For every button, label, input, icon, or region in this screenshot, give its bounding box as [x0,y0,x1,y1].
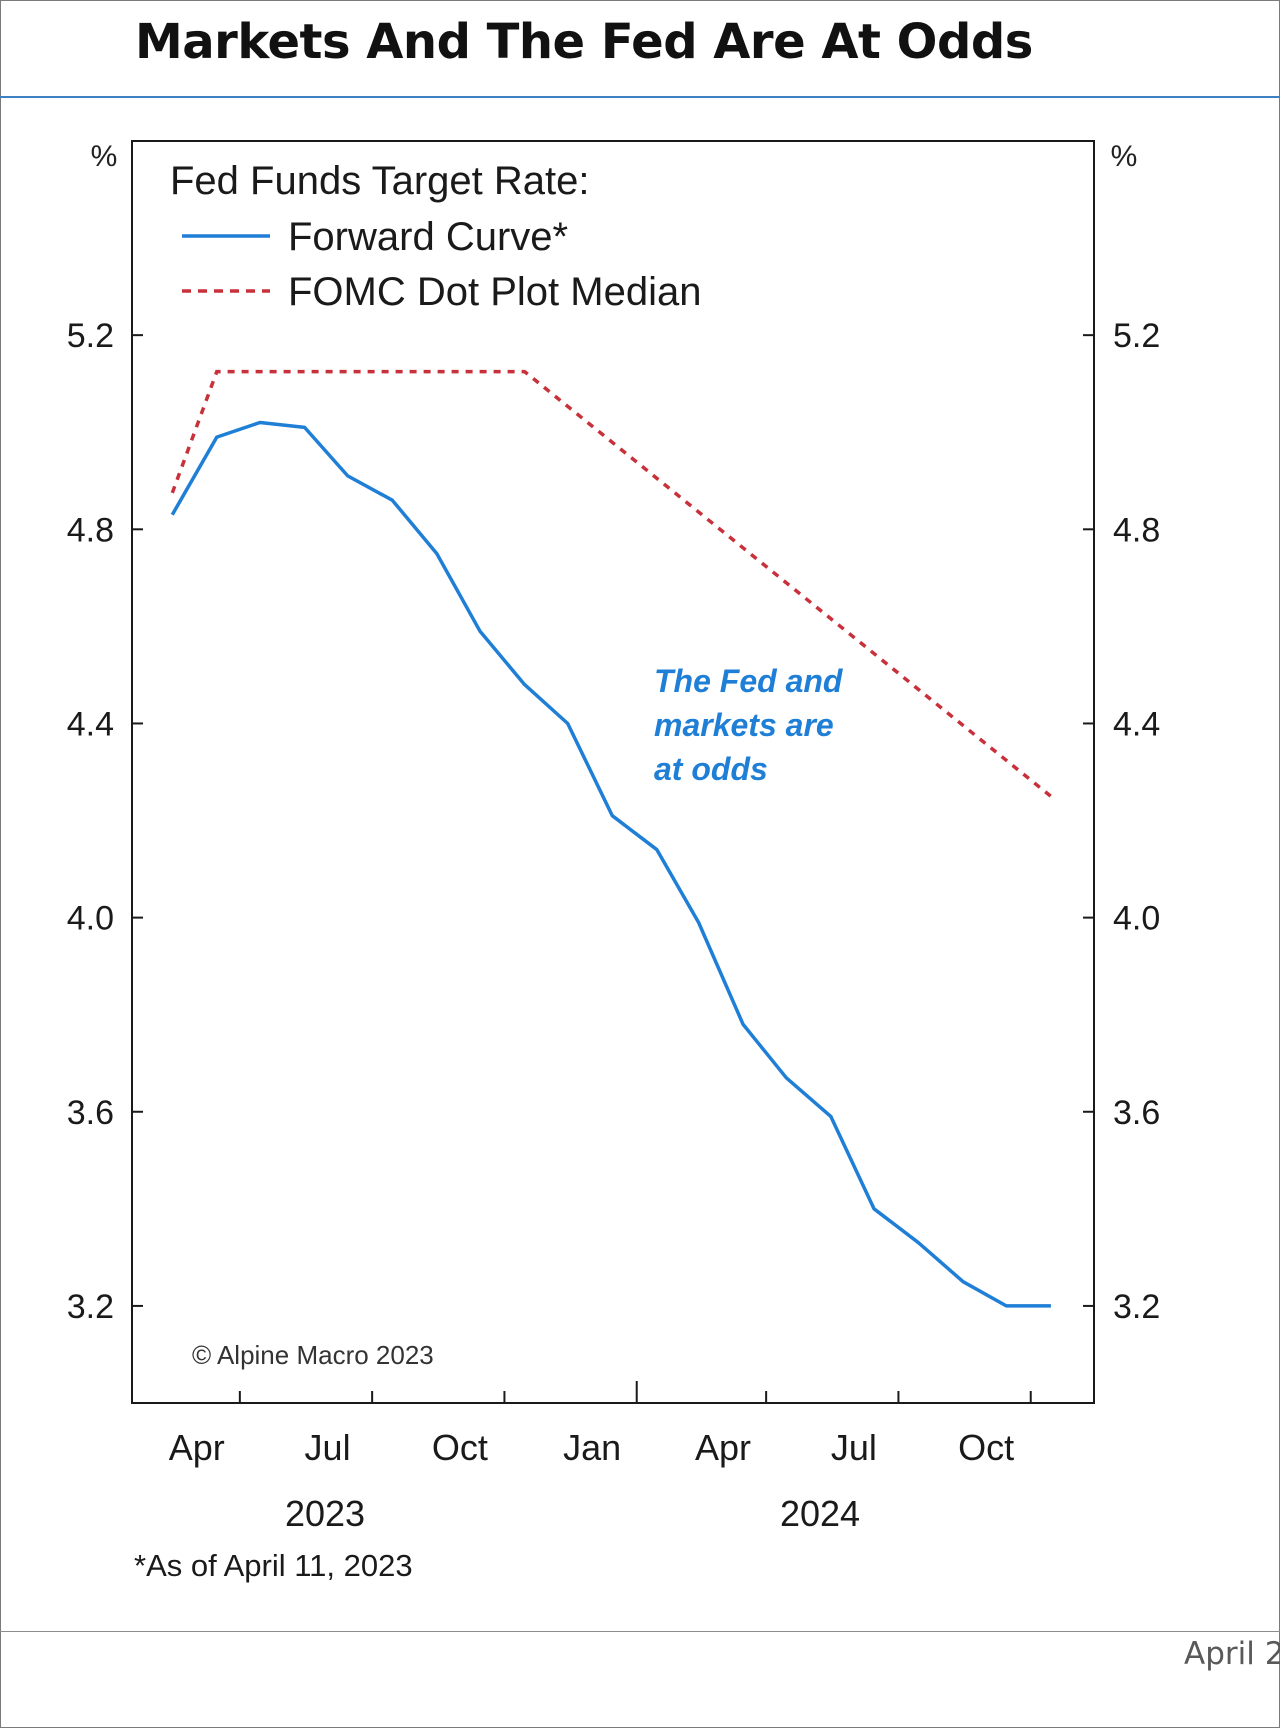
right-axis-unit: % [1111,140,1138,173]
forward-curve-line [170,420,1051,1308]
year-label-2024: 2024 [780,1493,860,1534]
y-tick-label-left-4: 4.8 [67,511,114,549]
y-tick-label-right-3: 4.4 [1113,705,1160,743]
copyright-label: © Alpine Macro 2023 [192,1340,434,1370]
title-divider [0,96,1280,98]
y-tick-label-left-5: 5.2 [67,317,114,355]
legend-label-fomc-dot-plot: FOMC Dot Plot Median [288,270,701,314]
y-axis-ticks: 3.2 3.2 3.6 3.6 4.0 4.0 4.4 4.4 4.8 4.8 5.2 5.2 [67,317,1161,1326]
x-tick-label-0: Apr [169,1427,225,1468]
annotation-line-3: at odds [654,751,768,787]
fomc-dot-plot-line [170,369,1052,798]
y-tick-label-right-4: 4.8 [1113,511,1160,549]
chart-title: Markets And The Fed Are At Odds [135,14,1033,70]
plot-area [131,140,1095,1404]
left-axis-unit: % [91,140,118,173]
x-tick-label-5: Jul [831,1427,877,1468]
x-tick-label-4: Apr [695,1427,751,1468]
x-tick-label-3: Jan [563,1427,621,1468]
y-tick-label-left-1: 3.6 [67,1094,114,1132]
x-tick-label-2: Oct [432,1427,488,1468]
y-tick-label-right-2: 4.0 [1113,900,1160,938]
y-tick-label-left-3: 4.4 [67,705,114,743]
legend-label-forward-curve: Forward Curve* [288,215,568,259]
annotation-line-2: markets are [654,707,834,743]
legend-title: Fed Funds Target Rate: [170,159,590,203]
x-tick-label-6: Oct [958,1427,1014,1468]
footer-divider [0,1631,1280,1632]
y-tick-label-right-1: 3.6 [1113,1094,1160,1132]
annotation: The Fed and markets are at odds [654,663,851,787]
year-label-2023: 2023 [285,1493,365,1534]
x-tick-label-1: Jul [305,1427,351,1468]
y-tick-label-left-0: 3.2 [67,1288,114,1326]
footnote: *As of April 11, 2023 [134,1548,413,1583]
y-tick-label-right-0: 3.2 [1113,1288,1160,1326]
footer-date: April 2 [1184,1636,1280,1672]
y-tick-label-right-5: 5.2 [1113,317,1160,355]
y-tick-label-left-2: 4.0 [67,900,114,938]
x-axis-ticks: Apr Jul Oct Jan Apr Jul Oct [169,1381,1032,1468]
annotation-line-1: The Fed and [654,663,844,699]
